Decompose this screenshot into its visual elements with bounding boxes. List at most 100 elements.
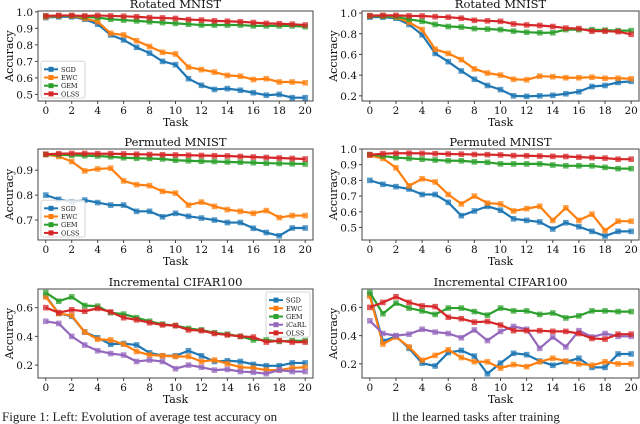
data-point-olss <box>237 18 244 25</box>
data-point-icarl <box>146 357 153 363</box>
data-point-gem <box>81 302 88 309</box>
x-tick-label: 10 <box>169 105 182 117</box>
data-point-sgd <box>497 207 504 213</box>
data-point-ewc <box>211 69 218 75</box>
data-point-icarl <box>289 368 296 375</box>
data-point-gem <box>536 29 543 36</box>
y-tick-label: 1.0 <box>340 8 357 20</box>
data-point-sgd <box>549 92 556 99</box>
y-tick-label: 0.9 <box>16 165 33 177</box>
data-point-olss <box>302 339 309 345</box>
data-point-sgd <box>445 349 452 356</box>
data-point-icarl <box>393 332 399 339</box>
legend-marker <box>48 205 54 211</box>
chart-title: Permuted MNIST <box>124 135 227 149</box>
data-point-gem <box>367 289 373 296</box>
x-tick-label: 4 <box>94 382 101 394</box>
data-point-gem <box>471 25 478 32</box>
data-point-olss <box>589 154 595 161</box>
data-point-sgd <box>602 82 608 89</box>
data-point-sgd <box>510 216 517 222</box>
data-point-ewc <box>576 74 582 81</box>
data-point-ewc <box>523 205 530 212</box>
data-point-olss <box>146 151 153 158</box>
figure-caption: Figure 1: Left: Evolution of average tes… <box>0 408 640 424</box>
data-point-olss <box>42 13 49 19</box>
data-point-icarl <box>94 347 101 354</box>
data-point-olss <box>81 150 88 157</box>
data-point-icarl <box>563 344 569 350</box>
data-point-olss <box>250 334 257 340</box>
data-point-ewc <box>120 341 127 348</box>
y-tick-label: 0.5 <box>16 89 33 101</box>
data-point-sgd <box>289 360 296 366</box>
data-point-gem <box>458 157 465 164</box>
data-point-ewc <box>419 26 425 33</box>
legend-marker <box>48 66 54 72</box>
data-point-icarl <box>471 327 478 333</box>
legend-marker <box>273 330 279 336</box>
data-point-olss <box>589 28 595 34</box>
data-point-icarl <box>576 327 582 334</box>
data-point-sgd <box>576 223 582 230</box>
data-point-gem <box>224 22 231 28</box>
data-point-olss <box>406 13 412 19</box>
data-point-gem <box>250 337 257 343</box>
data-point-olss <box>250 154 257 160</box>
data-point-sgd <box>510 93 517 99</box>
data-point-gem <box>250 159 257 166</box>
data-point-ewc <box>107 165 114 171</box>
data-point-gem <box>237 159 244 166</box>
data-point-ewc <box>68 312 75 319</box>
data-point-sgd <box>523 93 530 100</box>
data-point-gem <box>107 16 114 23</box>
data-point-ewc <box>289 79 296 85</box>
y-tick-label: 0.6 <box>340 302 357 314</box>
y-tick-label: 0.2 <box>340 91 357 103</box>
data-point-ewc <box>471 193 478 199</box>
data-point-sgd <box>263 92 270 99</box>
data-point-ewc <box>146 182 153 189</box>
data-point-olss <box>107 150 114 157</box>
data-point-icarl <box>602 330 608 337</box>
data-point-ewc <box>367 293 373 299</box>
data-point-ewc <box>185 64 192 70</box>
data-point-ewc <box>471 66 478 72</box>
data-point-icarl <box>497 328 504 335</box>
data-point-sgd <box>224 219 231 226</box>
data-point-gem <box>576 162 582 169</box>
data-point-olss <box>276 20 283 27</box>
x-tick-label: 4 <box>419 244 426 256</box>
data-point-olss <box>576 25 582 32</box>
data-point-sgd <box>367 177 373 184</box>
data-point-sgd <box>237 358 244 365</box>
data-point-olss <box>484 18 491 24</box>
data-point-gem <box>159 156 166 162</box>
data-point-gem <box>471 159 478 165</box>
data-point-olss <box>211 330 218 337</box>
x-tick-label: 16 <box>247 382 261 394</box>
data-point-sgd <box>302 360 309 366</box>
x-tick-label: 4 <box>94 105 101 117</box>
data-point-olss <box>107 13 114 19</box>
data-point-ewc <box>615 218 621 224</box>
data-point-olss <box>159 15 166 21</box>
data-point-sgd <box>484 82 491 89</box>
x-tick-label: 18 <box>273 382 286 394</box>
data-point-olss <box>263 20 270 27</box>
x-tick-label: 6 <box>445 382 452 394</box>
data-point-gem <box>406 155 412 162</box>
data-point-sgd <box>302 225 309 231</box>
legend-label: OLSS <box>61 229 79 237</box>
data-point-gem <box>211 158 218 165</box>
data-point-olss <box>484 318 491 325</box>
data-point-olss <box>224 153 231 159</box>
data-point-icarl <box>406 331 412 338</box>
data-point-sgd <box>146 50 153 56</box>
data-point-ewc <box>172 51 179 57</box>
x-tick-label: 0 <box>42 382 49 394</box>
data-point-sgd <box>198 82 205 89</box>
data-point-gem <box>602 308 608 314</box>
data-point-sgd <box>185 75 192 82</box>
legend-label: SGD <box>61 205 76 213</box>
